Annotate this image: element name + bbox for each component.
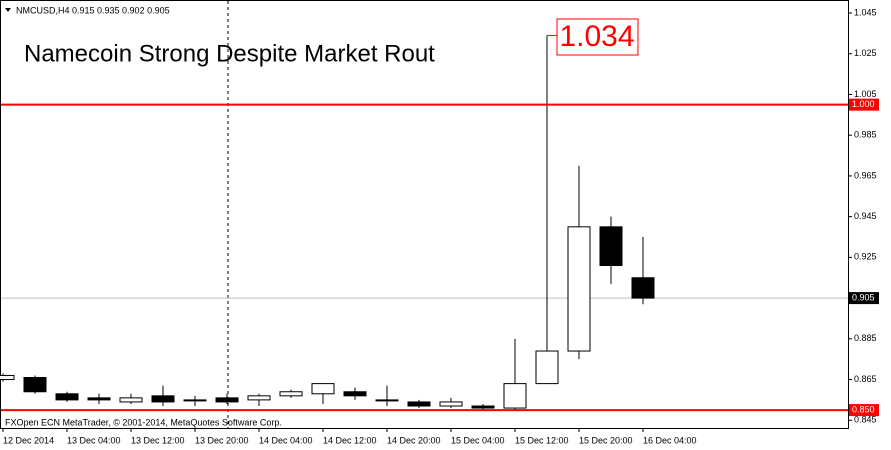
level-box <box>849 98 879 111</box>
candle-body <box>279 391 303 397</box>
x-tick-label: 12 Dec 2014 <box>3 435 54 445</box>
candle-body <box>407 401 431 407</box>
y-tick-label: 0.925 <box>854 252 877 262</box>
current-price-box <box>849 292 879 305</box>
candle-body <box>439 401 463 407</box>
x-tick-label: 13 Dec 12:00 <box>131 435 185 445</box>
x-tick-label: 15 Dec 12:00 <box>515 435 569 445</box>
x-tick-label: 14 Dec 04:00 <box>259 435 313 445</box>
candle-body <box>23 377 47 393</box>
level-label: 0.850 <box>852 404 875 414</box>
candle-body <box>151 395 175 403</box>
candle-body <box>631 277 655 299</box>
y-tick-label: 0.985 <box>854 130 877 140</box>
y-tick-label: 1.005 <box>854 89 877 99</box>
candle-body <box>599 226 623 267</box>
x-tick-label: 15 Dec 04:00 <box>451 435 505 445</box>
x-tick-label: 13 Dec 04:00 <box>67 435 121 445</box>
candle-body <box>215 397 239 403</box>
candle-body <box>119 397 143 403</box>
header: NMCUSD,H4 0.915 0.935 0.902 0.905 <box>16 5 170 15</box>
candle-body <box>503 383 527 409</box>
menu-arrow <box>5 8 11 12</box>
plot-frame <box>0 0 849 429</box>
candle-body <box>247 395 271 401</box>
current-price-label: 0.905 <box>852 292 875 302</box>
y-tick-label: 0.845 <box>854 415 877 425</box>
y-tick-label: 0.865 <box>854 374 877 384</box>
chart-title: Namecoin Strong Despite Market Rout <box>24 40 435 67</box>
peak-box <box>556 18 639 56</box>
candle-body <box>87 397 111 401</box>
candle-body <box>0 374 15 381</box>
level-box <box>849 404 879 417</box>
y-tick-label: 0.885 <box>854 333 877 343</box>
candle-body <box>375 399 399 402</box>
x-tick-label: 13 Dec 20:00 <box>195 435 249 445</box>
candle-body <box>471 405 495 409</box>
y-tick-label: 1.045 <box>854 7 877 17</box>
candle-body <box>535 350 559 385</box>
footer: FXOpen ECN MetaTrader, © 2001-2014, Meta… <box>5 417 282 427</box>
x-tick-label: 15 Dec 20:00 <box>579 435 633 445</box>
y-tick-label: 0.945 <box>854 211 877 221</box>
level-label: 1.000 <box>852 99 875 109</box>
candle-body <box>343 391 367 397</box>
candle-body <box>183 399 207 402</box>
candle-body <box>567 226 591 352</box>
x-tick-label: 14 Dec 20:00 <box>387 435 441 445</box>
candle-body <box>311 383 335 395</box>
y-tick-label: 1.025 <box>854 48 877 58</box>
x-tick-label: 14 Dec 12:00 <box>323 435 377 445</box>
y-tick-label: 0.965 <box>854 170 877 180</box>
peak-label: 1.034 <box>559 20 634 53</box>
x-tick-label: 16 Dec 04:00 <box>643 435 697 445</box>
candle-body <box>55 393 79 401</box>
